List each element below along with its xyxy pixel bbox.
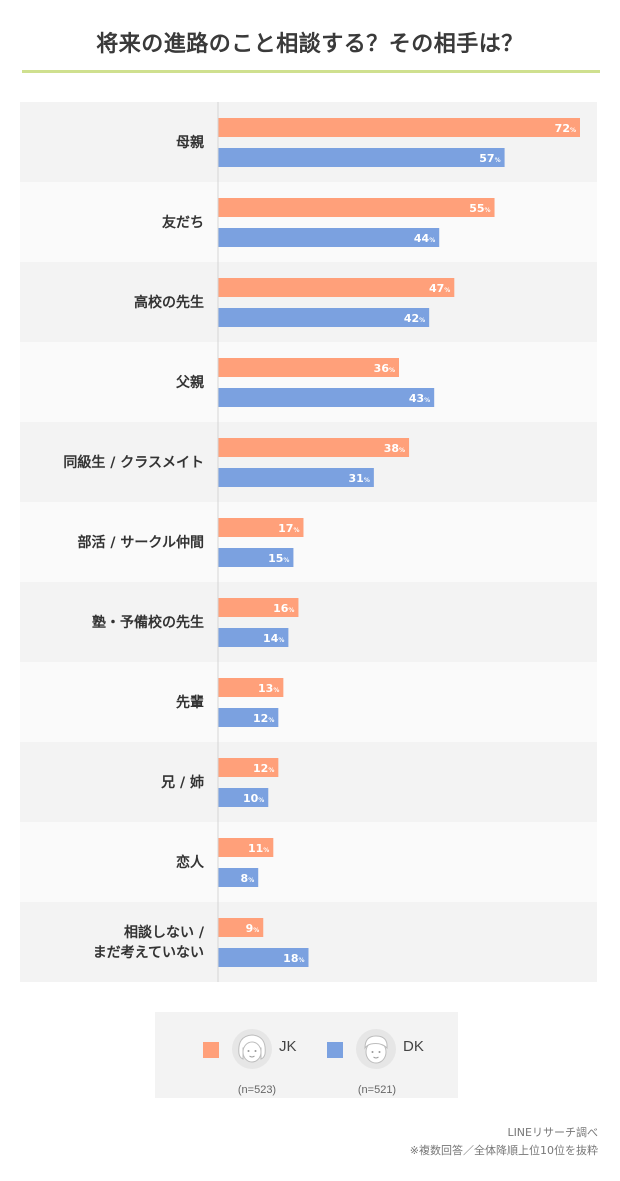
row-band <box>20 662 597 742</box>
bar-jk <box>218 678 284 697</box>
category-label: 友だち <box>162 214 204 231</box>
row-band <box>20 902 597 982</box>
legend-label-jk: JK <box>279 1038 297 1055</box>
bar-dk <box>218 148 505 167</box>
category-label: 先輩 <box>176 694 204 711</box>
bar-jk <box>218 598 299 617</box>
row-band <box>20 582 597 662</box>
bar-dk <box>218 308 430 327</box>
legend-n-dk: (n=521) <box>357 1084 397 1096</box>
bar-dk <box>218 708 279 727</box>
category-label: 恋人 <box>176 854 205 871</box>
category-label: 塾・予備校の先生 <box>92 614 204 631</box>
bar-dk <box>218 468 374 487</box>
bar-jk <box>218 918 264 937</box>
category-label: 部活 / サークル仲間 <box>78 534 204 551</box>
bar-dk <box>218 548 294 567</box>
bar-dk <box>218 628 289 647</box>
bar-jk <box>218 758 279 777</box>
row-band <box>20 742 597 822</box>
category-label: 同級生 / クラスメイト <box>63 454 204 471</box>
row-band <box>20 422 597 502</box>
legend-swatch-jk <box>203 1042 219 1058</box>
row-band <box>20 262 597 342</box>
bar-dk <box>218 788 269 807</box>
source-line-2: ※複数回答／全体降順上位10位を抜粋 <box>409 1144 598 1157</box>
bar-jk <box>218 438 410 457</box>
boy-face-icon <box>356 1029 396 1069</box>
row-band <box>20 102 597 182</box>
row-band <box>20 822 597 902</box>
row-band <box>20 502 597 582</box>
bar-jk <box>218 118 580 137</box>
category-label: 父親 <box>175 374 204 391</box>
bar-chart: 母親72%57%友だち55%44%高校の先生47%42%父親36%43%同級生 … <box>20 102 597 982</box>
bar-dk <box>218 228 440 247</box>
bar-jk <box>218 358 399 377</box>
bar-jk <box>218 198 495 217</box>
bar-jk <box>218 518 304 537</box>
girl-face-icon <box>232 1029 272 1069</box>
row-band <box>20 342 597 422</box>
legend-swatch-dk <box>327 1042 343 1058</box>
bar-dk <box>218 868 259 887</box>
bar-jk <box>218 278 455 297</box>
source-note: LINEリサーチ調べ ※複数回答／全体降順上位10位を抜粋 <box>410 1124 598 1160</box>
source-line-1: LINEリサーチ調べ <box>507 1126 598 1139</box>
bar-dk <box>218 948 309 967</box>
category-label: 兄 / 姉 <box>160 774 204 791</box>
category-label: 相談しない /まだ考えていない <box>93 924 205 961</box>
title-divider <box>22 70 600 73</box>
row-band <box>20 182 597 262</box>
bar-dk <box>218 388 435 407</box>
legend: JK (n=523) DK (n=521) <box>155 1012 458 1098</box>
legend-label-dk: DK <box>403 1038 424 1055</box>
category-label: 母親 <box>176 134 204 151</box>
page-title: 将来の進路のこと相談する？その相手は？ <box>96 32 524 57</box>
legend-n-jk: (n=523) <box>237 1084 277 1096</box>
category-label: 高校の先生 <box>134 294 204 311</box>
bar-jk <box>218 838 274 857</box>
